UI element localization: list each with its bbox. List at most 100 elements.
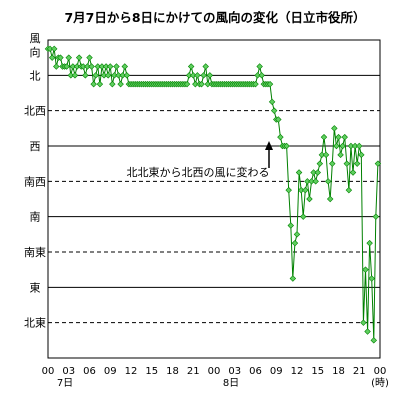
data-point [200, 72, 207, 79]
data-point [183, 80, 191, 88]
data-point [275, 116, 282, 123]
data-point [289, 275, 297, 282]
data-point [90, 80, 97, 88]
y-label: 南西 [24, 175, 46, 188]
x-tick-label: 00 [42, 366, 55, 377]
data-point [194, 72, 201, 79]
plot-area [47, 39, 381, 359]
data-point [345, 186, 353, 194]
data-point [256, 63, 263, 70]
wind-direction-series [44, 45, 382, 344]
data-point [358, 151, 365, 159]
x-tick-label: 06 [249, 366, 262, 377]
data-point [362, 266, 369, 273]
x-tick-label: 21 [187, 366, 200, 377]
x-tick-label: 00 [374, 366, 387, 377]
x-tick-label: 18 [166, 366, 179, 377]
x-tick-label: 03 [228, 366, 241, 377]
data-point [187, 63, 195, 70]
data-point [104, 72, 112, 79]
x-day-label: 8日 [223, 378, 239, 389]
data-point [86, 54, 93, 61]
data-point [333, 142, 340, 150]
x-tick-label: 00 [208, 366, 221, 377]
data-point [368, 275, 375, 282]
data-point [316, 160, 324, 167]
data-point [258, 72, 265, 79]
data-point [63, 63, 70, 70]
data-point [109, 80, 116, 88]
data-point [302, 186, 309, 194]
data-point [198, 80, 205, 88]
y-axis-title-char: 風 [30, 32, 41, 45]
data-point [252, 80, 259, 88]
data-point [285, 186, 292, 194]
data-point [329, 160, 336, 167]
data-point [92, 72, 99, 79]
data-point [335, 133, 342, 141]
data-point [206, 72, 214, 79]
y-label: 北西 [24, 105, 46, 118]
y-label: 南 [30, 211, 41, 224]
data-point [291, 239, 299, 247]
x-tick-label: 09 [104, 366, 117, 377]
annotation-arrowhead [265, 141, 273, 150]
data-point [283, 142, 290, 150]
data-point [324, 178, 332, 185]
data-point [51, 45, 58, 53]
data-point [366, 239, 373, 247]
data-point [277, 133, 284, 141]
data-point [356, 142, 363, 150]
x-tick-label: 18 [332, 366, 345, 377]
data-point [300, 213, 307, 220]
data-point [121, 63, 128, 70]
x-tick-label: 09 [270, 366, 283, 377]
y-label: 東 [30, 281, 41, 294]
data-point [123, 72, 131, 79]
data-point [326, 195, 334, 203]
x-tick-label: 03 [62, 366, 75, 377]
data-point [266, 80, 274, 88]
data-point [202, 63, 209, 70]
data-point [113, 63, 120, 70]
data-point [372, 213, 380, 220]
data-point [107, 63, 114, 70]
y-label: 北東 [24, 317, 46, 330]
data-point [53, 63, 60, 70]
x-tick-label: 15 [311, 366, 324, 377]
data-point [293, 231, 301, 238]
y-axis-title: 風向 [30, 32, 41, 59]
data-point [48, 54, 56, 61]
data-point [306, 195, 313, 203]
data-point [82, 72, 89, 79]
data-point [339, 142, 346, 150]
data-point [343, 160, 351, 167]
data-point [314, 169, 321, 176]
data-point [71, 72, 79, 79]
x-tick-label: 06 [83, 366, 96, 377]
data-point [295, 169, 303, 176]
y-axis-title-char: 向 [30, 45, 41, 59]
x-unit-label: (時) [371, 377, 389, 389]
data-point [287, 222, 294, 229]
data-point [320, 133, 328, 141]
data-point [57, 54, 64, 61]
data-point [96, 80, 104, 88]
data-point [364, 328, 371, 335]
y-label: 西 [30, 140, 41, 153]
x-tick-label: 12 [125, 366, 138, 377]
data-point [270, 107, 278, 114]
data-point [360, 319, 367, 326]
data-point [117, 80, 124, 88]
x-day-label: 7日 [57, 378, 73, 389]
x-tick-label: 21 [353, 366, 366, 377]
data-point [337, 151, 344, 159]
data-point [75, 54, 83, 61]
x-tick-label: 12 [291, 366, 304, 377]
data-point [349, 169, 357, 176]
annotation: 北北東から北西の風に変わる [127, 141, 273, 179]
y-label: 北 [30, 69, 41, 82]
data-point [268, 98, 276, 106]
